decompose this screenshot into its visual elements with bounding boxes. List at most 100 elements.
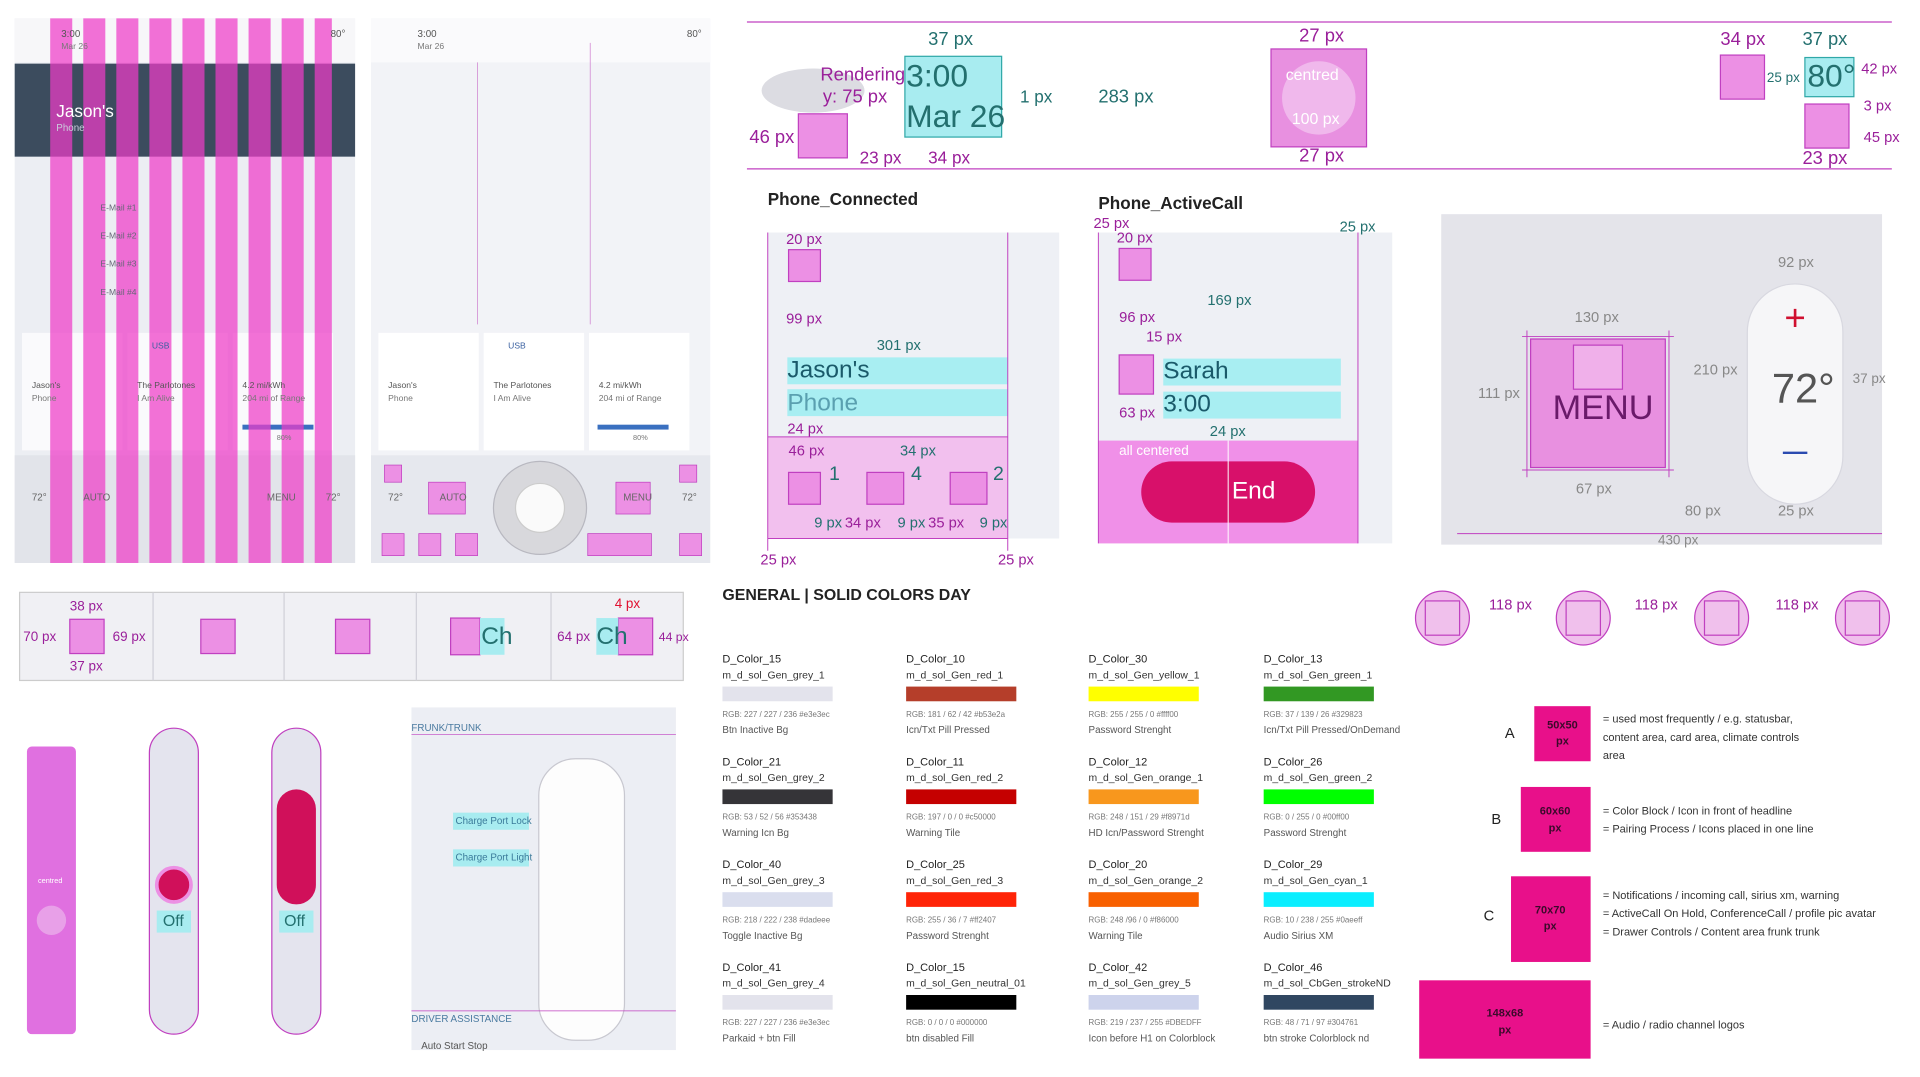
label: The Parlotones: [137, 380, 195, 390]
color-rgb: RGB: 218 / 222 / 238 #dadeee: [722, 915, 830, 924]
phone_connected-label: 25 px: [760, 552, 797, 568]
label: 4.2 mi/kWh: [242, 380, 285, 390]
climate_spec-label: 25 px: [1778, 503, 1815, 519]
size-description: area: [1603, 750, 1626, 762]
statusbar_spec-label: 27 px: [1299, 145, 1344, 166]
media_spec-label: 44 px: [659, 630, 689, 644]
climate_spec-label: 80 px: [1685, 503, 1722, 519]
label: 72°: [326, 493, 341, 504]
color-usage: Icn/Txt Pill Pressed: [906, 725, 990, 736]
shape: [1419, 980, 1591, 1059]
climate_spec-label: 130 px: [1575, 310, 1620, 326]
color-usage: Icon before H1 on Colorblock: [1089, 1034, 1216, 1045]
statusbar_spec-label: 1 px: [1020, 86, 1053, 106]
color-swatch: [1088, 686, 1199, 702]
color-rgb: RGB: 248 / 151 / 29 #f8971d: [1089, 813, 1190, 822]
size-letter: B: [1491, 812, 1501, 828]
shape: [1097, 232, 1359, 544]
color-id: D_Color_15: [906, 962, 965, 974]
color-usage: Password Strenght: [1264, 828, 1347, 839]
color-usage: HD Icn/Password Strenght: [1089, 828, 1205, 839]
color-swatch: [906, 892, 1017, 907]
color-name: m_d_sol_Gen_green_2: [1264, 773, 1373, 784]
color-rgb: RGB: 255 / 36 / 7 #ff2407: [906, 915, 996, 924]
statusbar_spec-label: 3 px: [1864, 98, 1892, 114]
shape: [428, 481, 466, 515]
label: I Am Alive: [137, 393, 175, 403]
color-usage: btn disabled Fill: [906, 1034, 974, 1045]
shape: [381, 464, 702, 557]
icon_row-label: 118 px: [1489, 598, 1533, 614]
statusbar_spec-label: 100 px: [1292, 111, 1340, 128]
shape: [1414, 590, 1891, 646]
label: Phone: [388, 393, 413, 403]
color-usage: Warning Tile: [1089, 931, 1143, 942]
shape: [453, 812, 529, 867]
shape: [1457, 330, 1883, 535]
media_spec-label: Ch: [596, 623, 627, 650]
shape: [866, 471, 905, 505]
shape: [83, 18, 106, 563]
color-usage: Warning Icn Bg: [722, 828, 789, 839]
color-rgb: RGB: 255 / 255 / 0 #ffff00: [1089, 710, 1179, 719]
statusbar_spec-label: 46 px: [749, 126, 794, 147]
color-id: D_Color_11: [906, 756, 964, 768]
controls_spec-label: Off: [163, 913, 185, 930]
shape: [1419, 706, 1591, 1059]
shape: [26, 746, 76, 1035]
color-name: m_d_sol_Gen_red_3: [906, 876, 1003, 887]
color-name: m_d_sol_Gen_orange_1: [1089, 773, 1204, 784]
email-item: E-Mail #1: [100, 202, 136, 212]
label: Mar 26: [61, 41, 88, 51]
shape: [1424, 600, 1461, 636]
label: MENU: [267, 493, 296, 504]
statusbar_spec-label: 23 px: [860, 148, 902, 168]
color-swatch: [906, 995, 1017, 1010]
shape: [281, 18, 304, 563]
label: Phone: [32, 393, 57, 403]
label: Phone: [56, 123, 84, 134]
shape: [200, 618, 236, 655]
color-name: m_d_sol_Gen_red_1: [906, 670, 1003, 681]
phone_connected-label: 34 px: [845, 516, 882, 532]
shape: [588, 332, 690, 451]
color-usage: btn stroke Colorblock nd: [1264, 1034, 1370, 1045]
color-swatch: [906, 789, 1017, 805]
color-swatch: [1088, 995, 1199, 1010]
shape: [182, 18, 205, 563]
phone_activecall-label: 24 px: [1210, 424, 1247, 440]
climate_spec-label: 67 px: [1576, 481, 1613, 497]
shape: [149, 18, 172, 563]
phone_connected-label: Jason's: [787, 356, 869, 383]
shape: [1719, 54, 1766, 100]
label: 204 mi of Range: [599, 393, 662, 403]
shape: [483, 332, 585, 451]
shape: [1703, 600, 1740, 636]
media_spec-label: 70 px: [23, 629, 56, 644]
shape: [679, 464, 698, 483]
color-rgb: RGB: 227 / 227 / 236 #e3e3ec: [722, 710, 829, 719]
email-item: E-Mail #3: [100, 259, 136, 269]
phone_connected-label: 2: [993, 463, 1004, 485]
phone_connected-label: 99 px: [786, 311, 823, 327]
statusbar_spec-label: 42 px: [1861, 62, 1898, 78]
phone_connected-label: 20 px: [786, 232, 823, 248]
color-id: D_Color_30: [1089, 654, 1148, 666]
shape: [904, 55, 1003, 138]
color-id: D_Color_42: [1089, 962, 1148, 974]
shape: [116, 18, 139, 563]
label: 3:00: [61, 29, 81, 40]
color-rgb: RGB: 227 / 227 / 236 #e3e3ec: [722, 1018, 829, 1027]
label: AUTO: [440, 493, 467, 504]
color-id: D_Color_25: [906, 859, 965, 871]
phone_connected-label: 46 px: [789, 443, 826, 459]
shape: [36, 905, 67, 936]
color-usage: Icn/Txt Pill Pressed/OnDemand: [1264, 725, 1400, 736]
color-swatch: [1263, 686, 1374, 702]
color-id: D_Color_29: [1264, 859, 1323, 871]
color-swatch: [722, 995, 833, 1010]
size-description: = Drawer Controls / Content area frunk t…: [1603, 926, 1820, 938]
shape: [1694, 590, 1750, 646]
media_spec-label: 69 px: [113, 629, 146, 644]
